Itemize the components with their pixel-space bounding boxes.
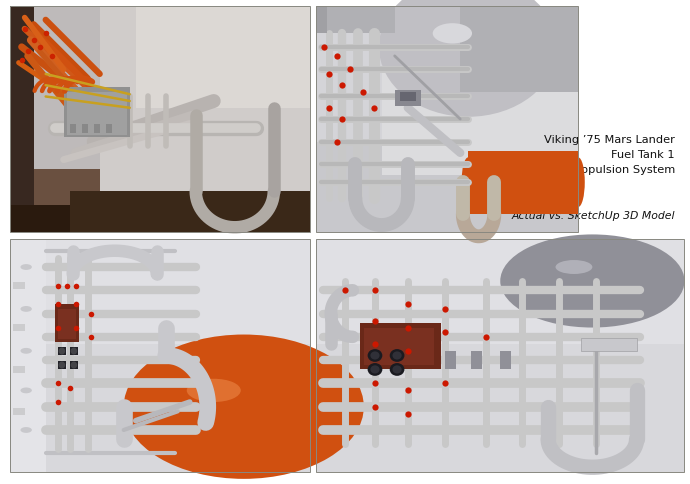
Bar [10, 240, 310, 472]
Bar [58, 309, 76, 339]
Bar [316, 7, 326, 34]
Ellipse shape [555, 260, 593, 274]
Bar [10, 7, 310, 232]
Bar [360, 323, 442, 370]
Ellipse shape [59, 348, 65, 355]
Bar [70, 192, 310, 232]
Bar [316, 7, 395, 34]
Bar [70, 124, 76, 133]
Ellipse shape [59, 362, 65, 369]
Bar [316, 7, 578, 232]
Bar [10, 240, 310, 472]
Ellipse shape [21, 348, 32, 354]
Bar [471, 351, 482, 370]
Ellipse shape [187, 379, 241, 402]
Bar [70, 361, 78, 370]
Bar [55, 304, 79, 342]
Text: Viking ’75 Mars Lander
Fuel Tank 1
Propulsion System: Viking ’75 Mars Lander Fuel Tank 1 Propu… [544, 135, 675, 175]
Ellipse shape [393, 352, 402, 360]
Bar [316, 7, 578, 232]
Bar [364, 328, 434, 365]
Bar [106, 124, 112, 133]
Ellipse shape [393, 365, 402, 374]
Ellipse shape [21, 265, 32, 271]
Bar [10, 240, 310, 344]
Ellipse shape [21, 427, 32, 433]
Bar [316, 240, 684, 344]
Bar [70, 347, 78, 356]
Text: Actual vs. SketchUp 3D Model: Actual vs. SketchUp 3D Model [511, 211, 675, 220]
Bar [58, 361, 66, 370]
Bar [316, 240, 684, 472]
Ellipse shape [124, 335, 364, 479]
Bar [10, 240, 46, 472]
Bar [382, 7, 578, 176]
Bar [12, 283, 25, 289]
Ellipse shape [572, 158, 585, 208]
Ellipse shape [21, 306, 32, 312]
Ellipse shape [371, 352, 380, 360]
Ellipse shape [21, 388, 32, 393]
Bar [100, 7, 310, 214]
Bar [67, 93, 127, 136]
Bar [500, 351, 511, 370]
Bar [58, 347, 66, 356]
Ellipse shape [371, 365, 380, 374]
Bar [468, 151, 578, 214]
Ellipse shape [70, 348, 77, 355]
Ellipse shape [500, 235, 684, 328]
Bar [10, 7, 310, 232]
Ellipse shape [70, 362, 77, 369]
Ellipse shape [462, 158, 475, 208]
Bar [10, 205, 310, 232]
Bar [12, 408, 25, 415]
Ellipse shape [390, 363, 404, 376]
Bar [63, 88, 130, 138]
Bar [581, 338, 637, 351]
Bar [395, 91, 421, 106]
Ellipse shape [368, 363, 382, 376]
Bar [316, 7, 578, 142]
Ellipse shape [433, 24, 472, 45]
Ellipse shape [390, 349, 404, 362]
Bar [12, 324, 25, 332]
Bar [10, 7, 34, 232]
Bar [460, 7, 578, 93]
Ellipse shape [379, 0, 558, 118]
Bar [10, 7, 124, 169]
Bar [81, 124, 88, 133]
Ellipse shape [368, 349, 382, 362]
Bar [94, 124, 100, 133]
Bar [12, 366, 25, 373]
Bar [136, 7, 310, 108]
Bar [445, 351, 456, 370]
Bar [316, 240, 684, 472]
Bar [400, 93, 415, 102]
